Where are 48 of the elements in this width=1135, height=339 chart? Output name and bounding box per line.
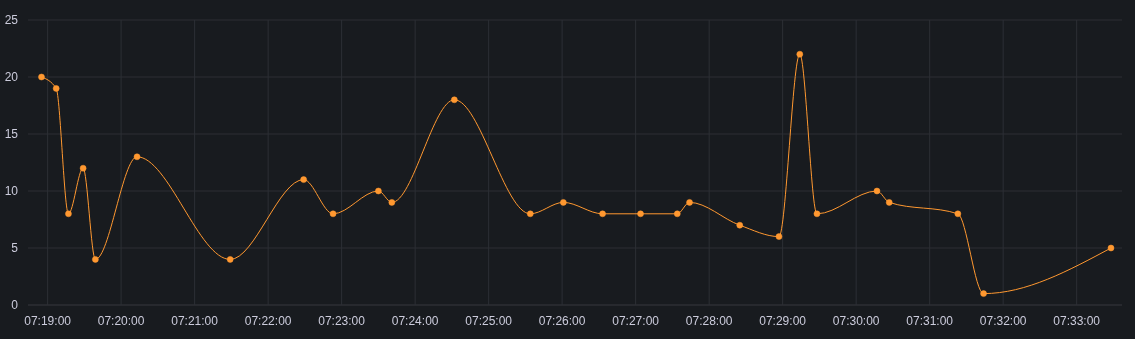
point — [599, 210, 606, 218]
x-tick-label: 07:31:00 — [906, 314, 954, 328]
point — [65, 210, 72, 218]
x-tick-label: 07:24:00 — [391, 314, 439, 328]
y-tick-label: 5 — [11, 241, 19, 256]
x-tick-label: 07:23:00 — [318, 314, 366, 328]
x-tick-label: 07:29:00 — [759, 314, 807, 328]
x-tick-label: 07:33:00 — [1053, 314, 1101, 328]
x-tick-label: 07:28:00 — [685, 314, 733, 328]
y-tick-label: 15 — [4, 127, 19, 142]
point — [451, 96, 458, 104]
point — [1107, 244, 1115, 252]
point — [38, 73, 45, 81]
point — [686, 199, 693, 206]
y-tick-label: 10 — [4, 184, 19, 199]
point — [560, 199, 567, 206]
point — [674, 210, 681, 218]
point — [329, 210, 337, 218]
point — [79, 164, 87, 172]
x-tick-label: 07:30:00 — [832, 314, 880, 328]
point — [388, 199, 396, 206]
point — [885, 199, 893, 206]
y-tick-label: 25 — [4, 13, 19, 28]
x-tick-label: 07:19:00 — [24, 314, 72, 328]
point — [527, 210, 534, 218]
point — [796, 50, 804, 58]
point — [873, 187, 881, 195]
point — [775, 233, 783, 240]
x-tick-label: 07:26:00 — [538, 314, 586, 328]
y-tick-label: 20 — [4, 70, 19, 85]
point — [954, 210, 962, 218]
y-tick-label: 0 — [11, 298, 19, 313]
point — [736, 221, 744, 229]
x-tick-label: 07:22:00 — [244, 314, 292, 328]
point — [52, 85, 60, 92]
point — [980, 290, 987, 297]
x-tick-label: 07:20:00 — [97, 314, 145, 328]
x-tick-label: 07:25:00 — [465, 314, 513, 328]
point — [92, 256, 99, 263]
point — [226, 256, 234, 263]
point — [637, 210, 644, 218]
point — [375, 187, 382, 195]
x-tick-label: 07:32:00 — [979, 314, 1027, 328]
point — [133, 153, 141, 161]
point — [813, 210, 821, 218]
x-tick-label: 07:21:00 — [171, 314, 219, 328]
point — [300, 176, 307, 183]
x-tick-label: 07:27:00 — [612, 314, 660, 328]
